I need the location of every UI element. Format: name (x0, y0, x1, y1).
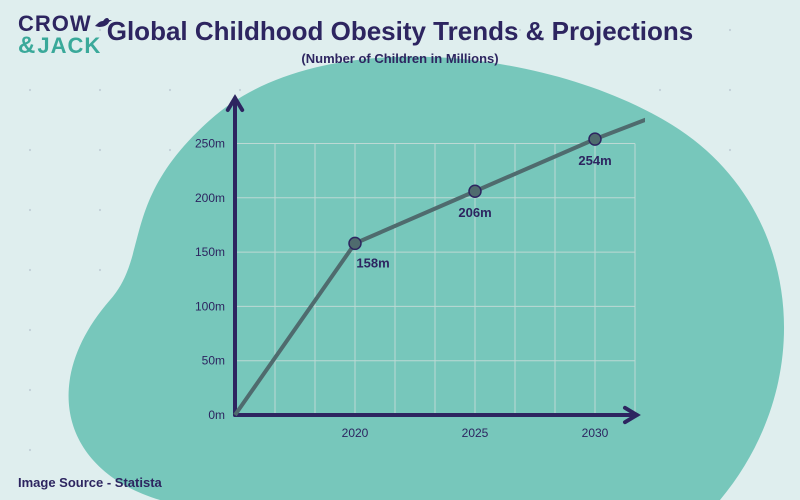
x-tick-label: 2030 (582, 426, 609, 440)
y-axis (228, 98, 242, 415)
x-axis (235, 408, 637, 422)
chart-title: Global Childhood Obesity Trends & Projec… (0, 16, 800, 47)
data-point (469, 185, 481, 197)
chart-subtitle: (Number of Children in Millions) (0, 51, 800, 66)
y-tick-label: 150m (195, 245, 225, 259)
y-tick-label: 50m (202, 354, 225, 368)
image-source: Image Source - Statista (18, 475, 162, 490)
data-point-label: 254m (578, 153, 611, 168)
y-tick-label: 100m (195, 299, 225, 313)
data-point-label: 206m (458, 205, 491, 220)
x-tick-label: 2025 (462, 426, 489, 440)
data-point (589, 133, 601, 145)
obesity-line-chart: 0m 50m 100m 150m 200m 250m 2020 2025 2030 158m 206… (185, 90, 645, 445)
y-tick-label: 250m (195, 136, 225, 150)
y-tick-label: 200m (195, 191, 225, 205)
x-tick-label: 2020 (342, 426, 369, 440)
data-point-label: 158m (356, 255, 389, 270)
y-tick-label: 0m (208, 408, 225, 422)
data-point (349, 237, 361, 249)
